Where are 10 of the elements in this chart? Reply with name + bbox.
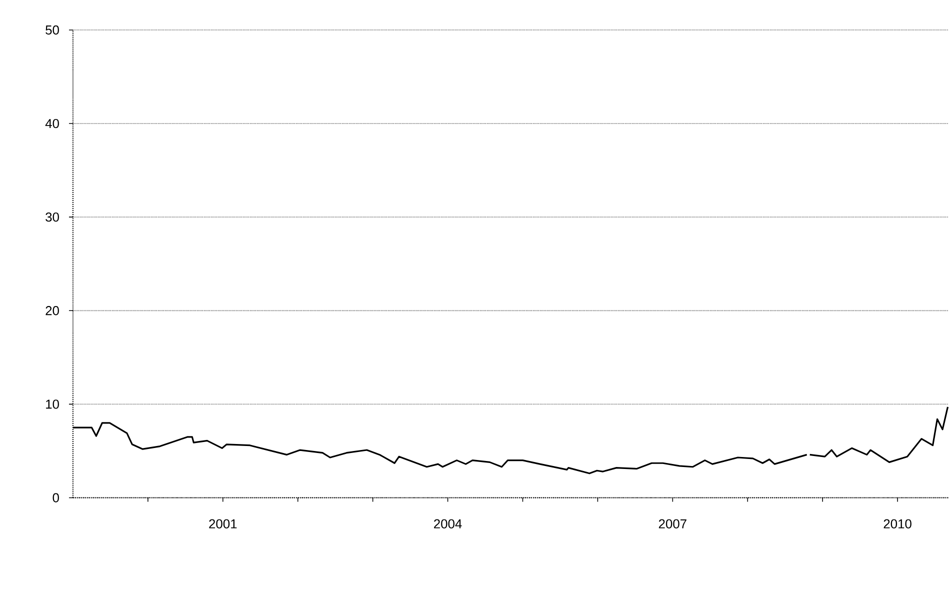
- y-tick-label: 10: [46, 400, 59, 409]
- y-tick-label: 50: [46, 26, 59, 35]
- x-tick-label: 2004: [434, 519, 462, 529]
- y-tick-label: 40: [45, 119, 59, 128]
- x-tick-label: 2001: [209, 519, 237, 529]
- y-tick-label: 0: [52, 493, 59, 502]
- y-tick-label: 20: [46, 306, 59, 316]
- x-tick-label: 2010: [884, 519, 912, 529]
- x-tick-label: 2007: [658, 519, 686, 529]
- y-tick-label: 30: [46, 212, 59, 222]
